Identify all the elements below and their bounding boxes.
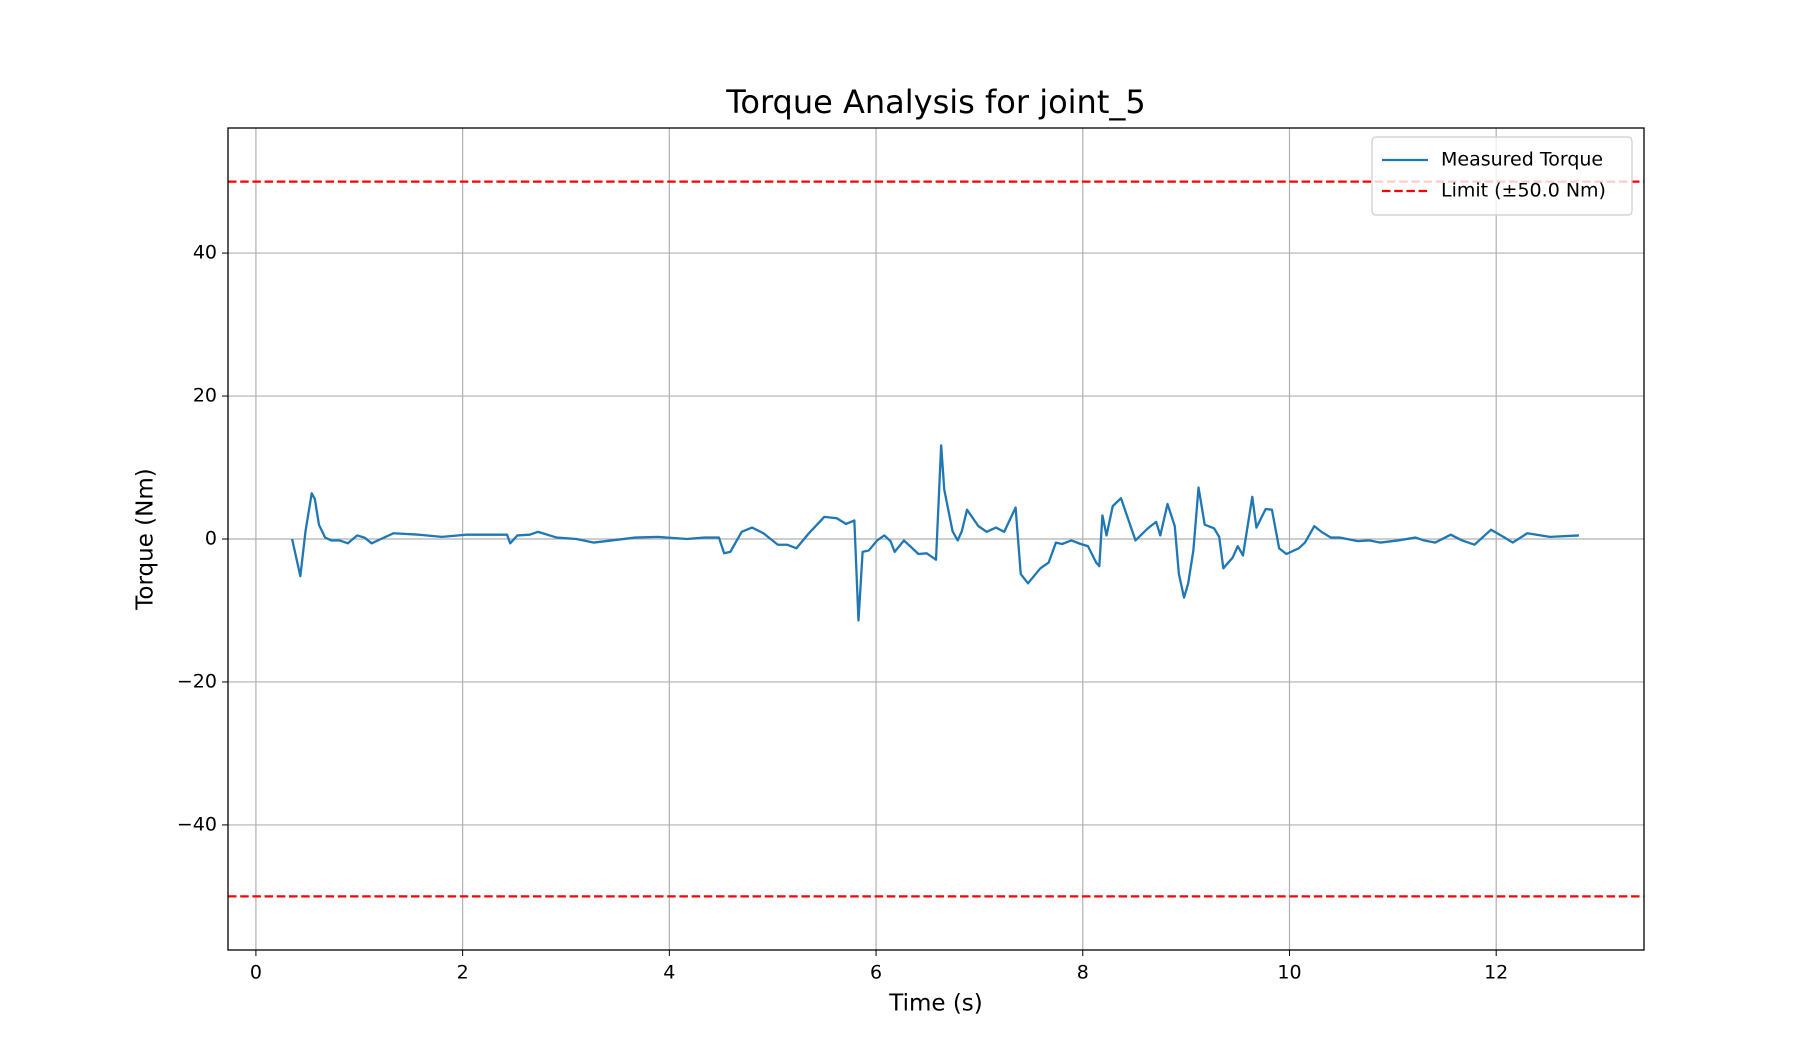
x-tick-label: 4 bbox=[663, 962, 675, 984]
x-tick-label: 8 bbox=[1077, 962, 1089, 984]
x-axis-label: Time (s) bbox=[888, 991, 983, 1017]
y-tick-label: 0 bbox=[205, 528, 217, 550]
y-axis-label: Torque (Nm) bbox=[133, 468, 159, 610]
y-tick-label: 20 bbox=[193, 385, 217, 407]
x-tick-label: 12 bbox=[1484, 962, 1508, 984]
plot-area bbox=[228, 180, 1644, 898]
axes-frame bbox=[227, 127, 1645, 951]
x-tick-label: 2 bbox=[457, 962, 469, 984]
y-tick-label: −20 bbox=[177, 670, 217, 692]
x-tick-label: 6 bbox=[870, 962, 882, 984]
y-tick-label: −40 bbox=[177, 813, 217, 835]
legend-label: Limit (±50.0 Nm) bbox=[1441, 180, 1606, 202]
legend-box bbox=[1371, 136, 1633, 216]
chart-title: Torque Analysis for joint_5 bbox=[725, 83, 1145, 121]
x-tick-label: 0 bbox=[250, 962, 262, 984]
legend: Measured Torque Limit (±50.0 Nm) bbox=[1371, 136, 1633, 216]
y-tick-label: 40 bbox=[193, 242, 217, 264]
legend-label: Measured Torque bbox=[1441, 149, 1603, 171]
data-line bbox=[290, 444, 1579, 622]
x-tick-label: 10 bbox=[1277, 962, 1301, 984]
